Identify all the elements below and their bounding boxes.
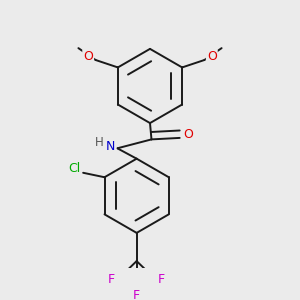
Text: H: H — [94, 136, 103, 149]
Text: N: N — [106, 140, 116, 153]
Text: O: O — [83, 50, 93, 63]
Text: O: O — [207, 50, 217, 63]
Text: F: F — [133, 289, 140, 300]
Text: O: O — [183, 128, 193, 141]
Text: F: F — [108, 273, 115, 286]
Text: Cl: Cl — [69, 162, 81, 175]
Text: F: F — [158, 273, 165, 286]
